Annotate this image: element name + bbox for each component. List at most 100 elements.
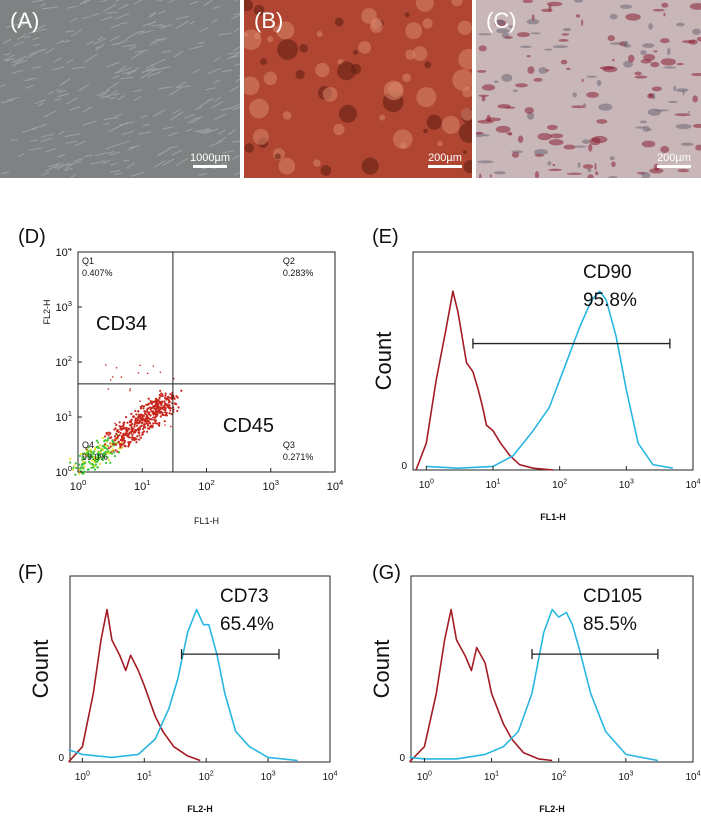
stained-region	[514, 83, 528, 88]
cell-streak	[42, 6, 58, 10]
event-dot	[87, 460, 91, 463]
marker-name: CD90	[583, 262, 632, 283]
tick-exponent: 3	[630, 479, 634, 486]
stained-region	[566, 172, 583, 175]
cell-streak	[10, 138, 18, 141]
tick-exponent: 3	[272, 771, 276, 778]
event-dot	[156, 401, 159, 404]
quadrant-percent: 0.283%	[283, 268, 314, 278]
mineral-nodule	[277, 39, 299, 60]
mineral-nodule	[253, 4, 265, 16]
event-dot	[120, 435, 124, 438]
cell-streak	[116, 39, 127, 46]
tick-exponent: 0	[86, 771, 90, 778]
event-dot	[164, 409, 167, 412]
stained-region	[673, 85, 677, 91]
event-dot	[129, 440, 132, 444]
cell-streak	[64, 133, 81, 137]
event-dot	[136, 435, 139, 438]
tick-exponent: 4	[334, 771, 338, 778]
mineral-nodule	[252, 128, 269, 145]
cell-streak	[158, 86, 172, 90]
stained-region	[634, 126, 646, 129]
photo-a-texture	[0, 0, 240, 178]
event-dot	[119, 431, 122, 435]
event-dot	[152, 365, 155, 367]
event-dot	[118, 451, 121, 454]
mineral-nodule	[352, 49, 358, 55]
event-dot	[152, 400, 156, 404]
x-axis-label: FL2-H	[187, 804, 213, 814]
event-dot	[127, 428, 130, 431]
event-dot	[155, 404, 158, 407]
event-dot	[149, 425, 152, 429]
event-dot	[140, 413, 143, 416]
cell-streak	[48, 162, 62, 168]
cell-streak	[233, 46, 240, 52]
cell-streak	[194, 128, 210, 133]
marker-percent: 65.4%	[220, 614, 274, 635]
event-dot	[81, 462, 84, 466]
cell-streak	[157, 151, 165, 157]
stained-region	[572, 92, 577, 98]
event-dot	[144, 417, 147, 420]
photo-c: (C) 200µm	[476, 0, 701, 178]
event-dot	[93, 447, 97, 450]
event-dot	[91, 459, 94, 462]
event-dot	[78, 463, 81, 466]
event-dot	[95, 439, 99, 442]
y-axis-label: Count	[369, 640, 394, 699]
event-dot	[81, 466, 84, 469]
stained-region	[526, 18, 540, 25]
cell-streak	[55, 89, 62, 92]
tick-label: 104	[685, 479, 700, 492]
isotype-control-curve	[415, 290, 554, 471]
event-dot	[107, 434, 110, 437]
stained-region	[651, 86, 662, 92]
event-dot	[154, 408, 157, 411]
tick-label: 102	[551, 771, 566, 784]
cell-streak	[128, 144, 140, 151]
event-dot	[85, 447, 88, 450]
stained-region	[682, 88, 685, 96]
cell-streak	[140, 114, 148, 119]
event-dot	[124, 416, 128, 419]
cell-streak	[90, 160, 106, 165]
cell-streak	[57, 153, 66, 158]
tick-label: 102	[552, 479, 567, 492]
stained-region	[533, 77, 543, 82]
stained-region	[558, 38, 569, 42]
y-zero-label: 0	[401, 461, 407, 472]
tick-exponent: 1	[497, 479, 501, 486]
event-dot	[135, 441, 138, 444]
event-dot	[112, 440, 115, 444]
event-dot	[96, 456, 99, 459]
cell-streak	[28, 77, 37, 80]
cell-streak	[132, 89, 143, 93]
cell-streak	[4, 54, 15, 61]
y-zero-label: 0	[58, 753, 64, 764]
cell-streak	[37, 102, 44, 107]
cell-streak	[4, 52, 12, 56]
stained-region	[538, 67, 548, 74]
cell-streak	[122, 70, 136, 75]
cell-streak	[0, 84, 6, 88]
cell-streak	[5, 57, 16, 62]
event-dot	[138, 426, 141, 429]
stained-region	[609, 156, 615, 161]
cell-streak	[186, 116, 200, 124]
event-dot	[107, 437, 110, 440]
tick-label: 102	[55, 354, 72, 369]
stained-region	[607, 35, 615, 42]
event-dot	[109, 379, 112, 381]
event-dot	[87, 446, 90, 449]
cell-streak	[44, 164, 59, 172]
cell-streak	[175, 20, 189, 29]
event-dot	[71, 468, 74, 471]
photo-b-scale: 200µm	[428, 152, 462, 168]
event-dot	[129, 388, 131, 390]
cell-streak	[114, 172, 122, 175]
event-dot	[141, 422, 144, 425]
event-dot	[150, 410, 153, 413]
